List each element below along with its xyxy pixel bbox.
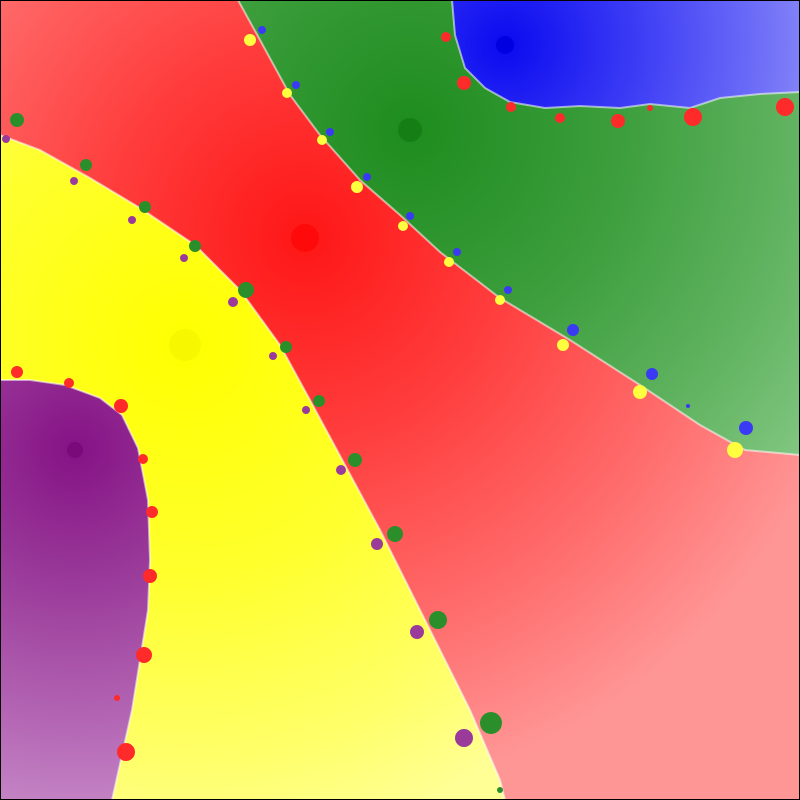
blue-basin [452, 0, 800, 108]
purple-basin [0, 380, 150, 800]
fractal-bulbs [2, 26, 794, 793]
green-basin [238, 0, 800, 455]
basin-centers [67, 36, 514, 458]
